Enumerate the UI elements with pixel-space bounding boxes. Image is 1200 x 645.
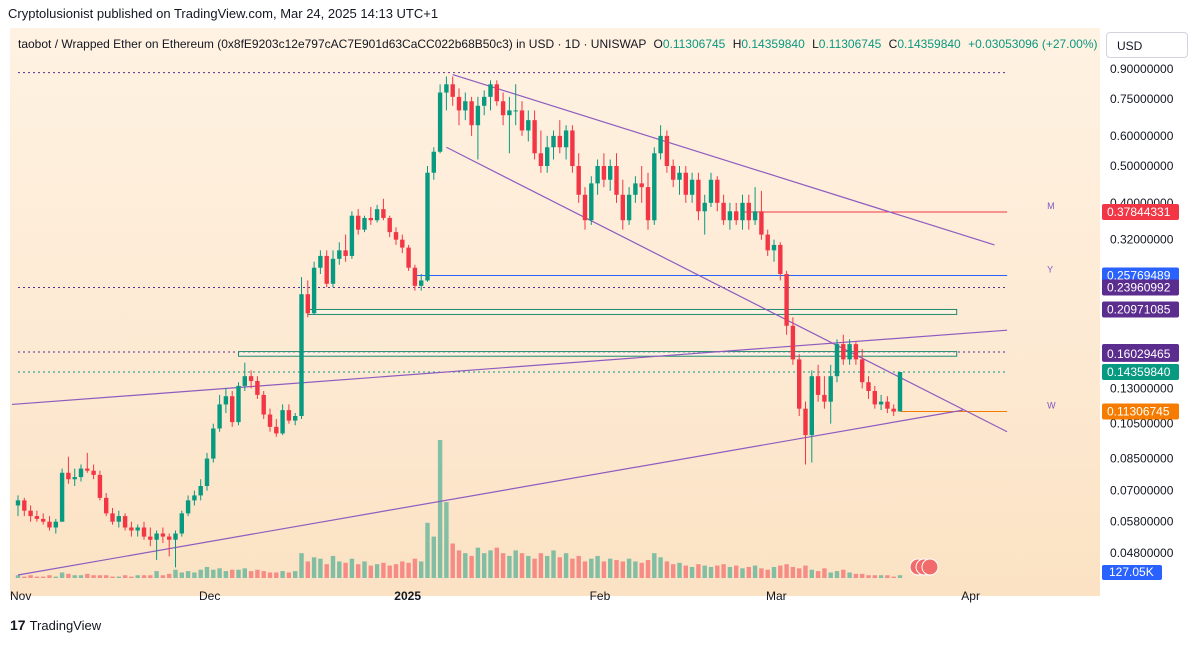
chart-area[interactable] bbox=[10, 28, 1100, 596]
low-label: L bbox=[812, 37, 819, 51]
change-value: +0.03053096 (+27.00%) bbox=[968, 37, 1098, 51]
price-axis[interactable] bbox=[1100, 28, 1200, 596]
symbol-header: taobot / Wrapped Ether on Ethereum (0x8f… bbox=[18, 37, 1115, 51]
footer: 17 TradingView bbox=[10, 617, 101, 633]
open-label: O bbox=[653, 37, 663, 51]
low-value: 0.11306745 bbox=[818, 37, 882, 51]
high-label: H bbox=[732, 37, 742, 51]
symbol-title[interactable]: taobot / Wrapped Ether on Ethereum (0x8f… bbox=[18, 37, 647, 51]
tradingview-logo-icon: 17 bbox=[10, 617, 26, 633]
footer-brand: TradingView bbox=[29, 617, 102, 633]
high-value: 0.14359840 bbox=[741, 37, 805, 51]
publisher-line: Cryptolusionist published on TradingView… bbox=[8, 6, 439, 21]
close-label: C bbox=[888, 37, 898, 51]
currency-selector[interactable]: USD bbox=[1106, 32, 1188, 58]
open-value: 0.11306745 bbox=[662, 37, 726, 51]
close-value: 0.14359840 bbox=[897, 37, 961, 51]
